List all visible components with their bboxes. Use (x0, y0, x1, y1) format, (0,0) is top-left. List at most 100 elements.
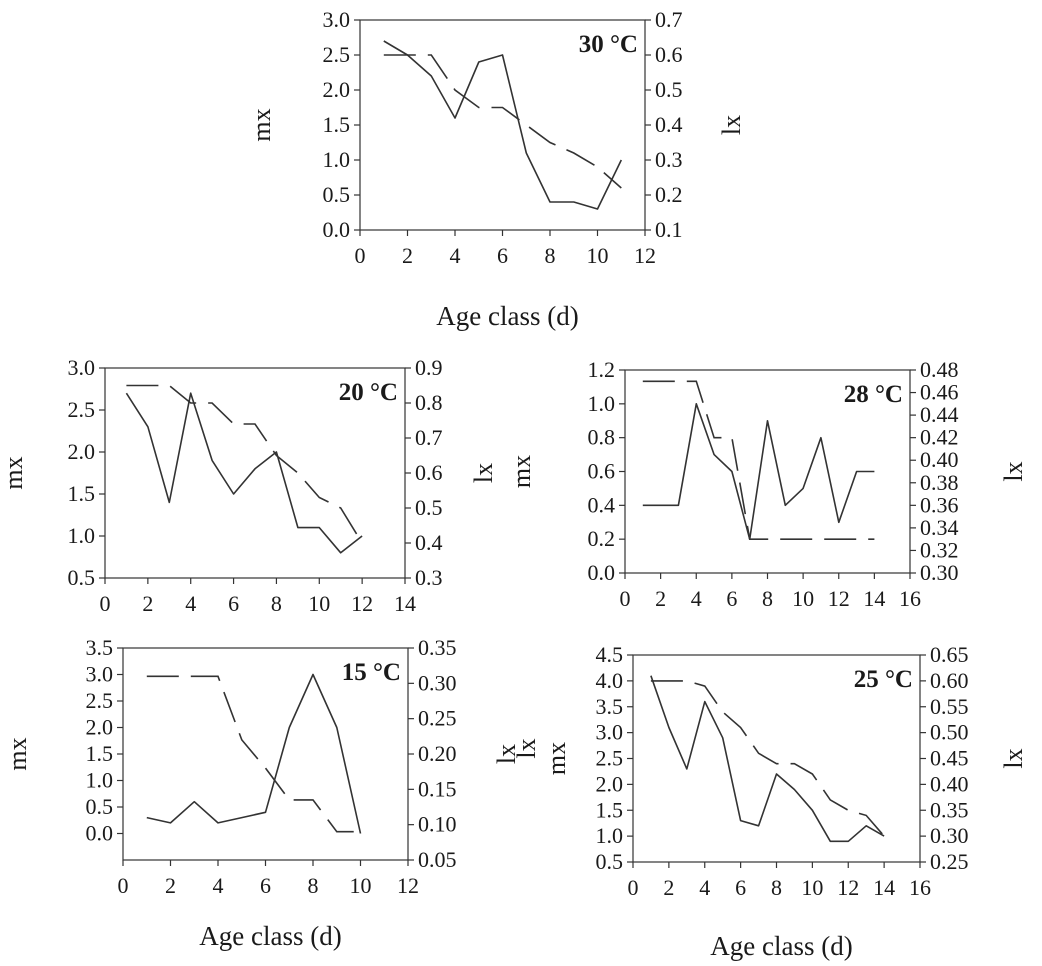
y-axis-label: mx (247, 108, 276, 141)
x-tick-label: 8 (545, 243, 556, 268)
y-tick-label: 2.0 (596, 771, 624, 796)
lx-series-line (642, 380, 875, 541)
y2-tick-label: 0.4 (415, 530, 443, 555)
chart-panel-30c: 0 2 4 6 8 10 12 0.0 0.5 1.0 1.5 2.0 2.5 3.0 0.1 0.2 0.3 0… (247, 7, 746, 331)
y-tick-label: 0.5 (323, 182, 351, 207)
mx-series-line (383, 40, 623, 210)
chart-panel-15c: 0 2 4 6 8 10 12 0.00.51.01.52.02.53.03.5 0.05 0.1… (3, 635, 521, 951)
x-tick-label: 10 (587, 243, 609, 268)
y2-tick-label: 0.20 (418, 741, 457, 766)
x-axis-label: Age class (d) (199, 921, 341, 951)
y2-axis-label: lx (717, 115, 746, 135)
y2-tick-label: 0.2 (655, 182, 683, 207)
y2-tick-label: 0.3 (415, 565, 443, 590)
y-tick-label: 3.0 (323, 7, 351, 32)
y-tick-label: 0.0 (86, 821, 114, 846)
temperature-title: 15 °C (342, 659, 401, 686)
x-tick-label: 8 (762, 586, 773, 611)
x-tick-label: 10 (792, 586, 814, 611)
y-tick-label: 2.5 (68, 397, 96, 422)
x-axis-label: Age class (d) (710, 931, 852, 961)
y-tick-label: 3.5 (86, 635, 114, 660)
x-tick-label: 0 (118, 873, 129, 898)
y2-tick-label: 0.42 (920, 425, 959, 450)
x-tick-label: 12 (397, 873, 419, 898)
temperature-title: 20 °C (339, 379, 398, 406)
y2-tick-label: 0.50 (930, 720, 969, 745)
x-tick-label: 2 (165, 873, 176, 898)
x-tick-label: 6 (497, 243, 508, 268)
y2-tick-label: 0.05 (418, 847, 457, 872)
y2-tick-label: 0.30 (418, 670, 457, 695)
x-tick-label: 2 (663, 875, 674, 900)
y-tick-label: 3.5 (596, 694, 624, 719)
y2-tick-label: 0.48 (920, 357, 959, 382)
y-axis-extra-label: lx (512, 738, 541, 758)
y-axis-label: mx (507, 455, 536, 488)
y-tick-label: 1.5 (86, 741, 114, 766)
mx-series-line (125, 392, 363, 554)
y-tick-label: 0.5 (596, 849, 624, 874)
x-tick-label: 10 (801, 875, 823, 900)
y-axis-label: mx (542, 742, 571, 775)
x-tick-label: 0 (628, 875, 639, 900)
x-tick-label: 0 (620, 586, 631, 611)
mx-series-line (642, 402, 875, 541)
temperature-title: 25 °C (854, 666, 913, 693)
x-tick-label: 14 (394, 591, 416, 616)
y-tick-label: 0.4 (588, 492, 616, 517)
x-tick-label: 14 (873, 875, 895, 900)
chart-panel-25c: 0 2 4 6 8 10 12 14 16 0.51.01.52.02.53.03.54.04.5… (512, 642, 1028, 961)
x-tick-label: 4 (450, 243, 461, 268)
y2-tick-label: 0.65 (930, 642, 969, 667)
y-tick-label: 2.5 (323, 42, 351, 67)
y2-tick-label: 0.60 (930, 668, 969, 693)
y-tick-label: 2.0 (323, 77, 351, 102)
y2-tick-label: 0.15 (418, 776, 457, 801)
y2-tick-label: 0.4 (655, 112, 683, 137)
x-tick-label: 2 (142, 591, 153, 616)
x-tick-label: 0 (355, 243, 366, 268)
y-tick-label: 1.0 (596, 823, 624, 848)
y-tick-label: 0.8 (588, 425, 616, 450)
y-tick-label: 2.0 (86, 715, 114, 740)
x-tick-label: 6 (726, 586, 737, 611)
y2-tick-label: 0.35 (418, 635, 457, 660)
y2-tick-label: 0.30 (930, 823, 969, 848)
y-tick-label: 2.5 (86, 688, 114, 713)
x-tick-label: 12 (351, 591, 373, 616)
y-tick-label: 1.0 (86, 768, 114, 793)
y2-tick-label: 0.7 (655, 7, 683, 32)
lx-series-line (146, 675, 361, 833)
x-tick-label: 10 (350, 873, 372, 898)
x-tick-label: 6 (228, 591, 239, 616)
y2-tick-label: 0.3 (655, 147, 683, 172)
mx-series-line (650, 675, 885, 843)
x-tick-label: 2 (402, 243, 413, 268)
y-tick-label: 1.5 (68, 481, 96, 506)
chart-panel-28c: 0 2 4 6 8 10 12 14 160.00.20.40.60.81.01.20.300.… (507, 357, 1028, 611)
x-tick-label: 16 (909, 875, 931, 900)
y2-tick-label: 0.25 (418, 706, 457, 731)
y2-axis-label: lx (469, 463, 498, 483)
temperature-title: 30 °C (579, 31, 638, 58)
y2-axis-label: lx (492, 744, 521, 764)
y-tick-label: 1.0 (68, 523, 96, 548)
lx-series-line (650, 680, 885, 837)
y-axis-label: mx (3, 737, 32, 770)
y-tick-label: 0.5 (86, 794, 114, 819)
y-tick-label: 2.0 (68, 439, 96, 464)
y-tick-label: 2.5 (596, 746, 624, 771)
y-tick-label: 0.2 (588, 526, 616, 551)
y2-tick-label: 0.9 (415, 355, 443, 380)
y2-tick-label: 0.44 (920, 402, 959, 427)
y2-tick-label: 0.6 (655, 42, 683, 67)
x-tick-label: 6 (260, 873, 271, 898)
y-tick-label: 1.5 (596, 797, 624, 822)
y2-tick-label: 0.38 (920, 470, 959, 495)
x-tick-label: 4 (691, 586, 702, 611)
x-tick-label: 8 (771, 875, 782, 900)
y-tick-label: 0.6 (588, 459, 616, 484)
y2-tick-label: 0.55 (930, 694, 969, 719)
y-tick-label: 1.2 (588, 357, 616, 382)
